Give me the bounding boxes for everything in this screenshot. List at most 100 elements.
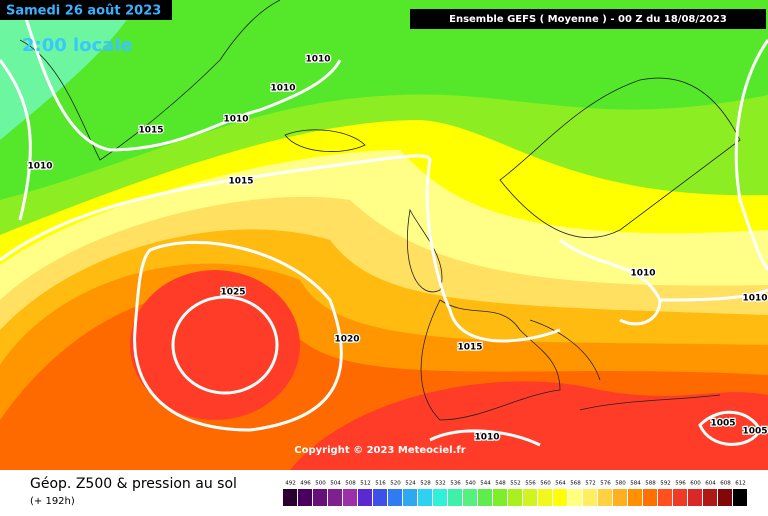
legend-label: 600 [690,481,701,487]
legend-swatch [568,489,582,506]
legend-swatch [628,489,642,506]
isobar-label: 1015 [138,126,163,136]
legend-swatch [448,489,462,506]
legend-label: 508 [345,481,356,487]
legend-label: 572 [585,481,596,487]
date: Samedi 26 août 2023 [6,4,161,19]
legend-label: 528 [420,481,431,487]
legend-swatch [358,489,372,506]
isobar-label: 1020 [334,335,359,345]
isobar [133,240,343,432]
legend-swatch [388,489,402,506]
legend-label: 608 [720,481,731,487]
coastline [406,208,443,293]
legend-swatch [463,489,477,506]
legend-swatch [733,489,747,506]
geopotential-field [0,0,768,470]
legend-label: 596 [675,481,686,487]
legend-swatch [493,489,507,506]
legend-label: 580 [615,481,626,487]
isobar-label: 1010 [742,294,767,304]
legend-swatch [643,489,657,506]
isobar [171,295,279,395]
band [0,0,140,140]
isobar-label: 1005 [742,427,767,437]
legend-label: 552 [510,481,521,487]
legend-swatch [313,489,327,506]
legend-label: 496 [300,481,311,487]
isobar-label: 1005 [710,419,735,429]
legend-swatch [553,489,567,506]
isobar-label: 1025 [220,288,245,298]
legend-swatch [523,489,537,506]
legend-swatch [718,489,732,506]
legend-label: 564 [555,481,566,487]
legend-swatch [343,489,357,506]
isobar-label: 1010 [305,55,330,65]
legend-swatch [508,489,522,506]
isobar [734,39,768,271]
legend-swatch [433,489,447,506]
isobar-label: 1010 [474,433,499,443]
coastlines [19,0,741,421]
footer-lead: (+ 192h) [30,496,75,507]
legend-label: 548 [495,481,506,487]
legend-swatch [673,489,687,506]
legend-swatch [283,489,297,506]
legend-swatch [298,489,312,506]
legend-swatch [478,489,492,506]
legend-label: 584 [630,481,641,487]
legend-swatch [373,489,387,506]
legend-label: 604 [705,481,716,487]
legend-label: 516 [375,481,386,487]
isobar-label: 1010 [27,162,52,172]
legend-label: 588 [645,481,656,487]
legend-swatch [688,489,702,506]
coastline [529,319,721,411]
legend-label: 568 [570,481,581,487]
legend-label: 524 [405,481,416,487]
legend-label: 560 [540,481,551,487]
local-time: 2:00 locale [22,35,133,56]
isobar-label: 1010 [630,269,655,279]
run: Ensemble GEFS ( Moyenne ) - 00 Z du 18/0… [449,14,727,25]
legend-swatch [583,489,597,506]
legend-swatch [403,489,417,506]
legend-label: 520 [390,481,401,487]
isobar-label: 1010 [223,115,248,125]
coastline [499,77,741,238]
legend-label: 544 [480,481,491,487]
legend-swatch [658,489,672,506]
legend-label: 612 [735,481,746,487]
legend-label: 576 [600,481,611,487]
legend-label: 504 [330,481,341,487]
isobars [0,0,768,447]
run-box [410,9,766,29]
legend-label: 492 [285,481,296,487]
legend: 492 496 500 504 508 512 516 520 524 528 532 536 540 5… [283,481,747,506]
legend-label: 592 [660,481,671,487]
coastline [284,129,366,152]
legend-label: 536 [450,481,461,487]
footer-title: Géop. Z500 & pression au sol [30,476,237,492]
isobar-labels: 1010 1010 1010 1015 1010 1015 1025 1020 1015 1010… [26,53,768,444]
legend-swatch [418,489,432,506]
isobar-label: 1015 [228,177,253,187]
legend-label: 540 [465,481,476,487]
legend-label: 532 [435,481,446,487]
legend-swatch [598,489,612,506]
isobar-label: 1015 [457,343,482,353]
legend-swatch [703,489,717,506]
legend-swatch [538,489,552,506]
date-box [0,0,172,20]
legend-label: 500 [315,481,326,487]
coastline [19,0,281,161]
copyright: Copyright © 2023 Meteociel.fr [294,445,465,456]
isobar [559,238,768,326]
isobar [0,154,561,343]
legend-swatch [613,489,627,506]
isobar-label: 1010 [270,84,295,94]
isobar [0,59,32,221]
